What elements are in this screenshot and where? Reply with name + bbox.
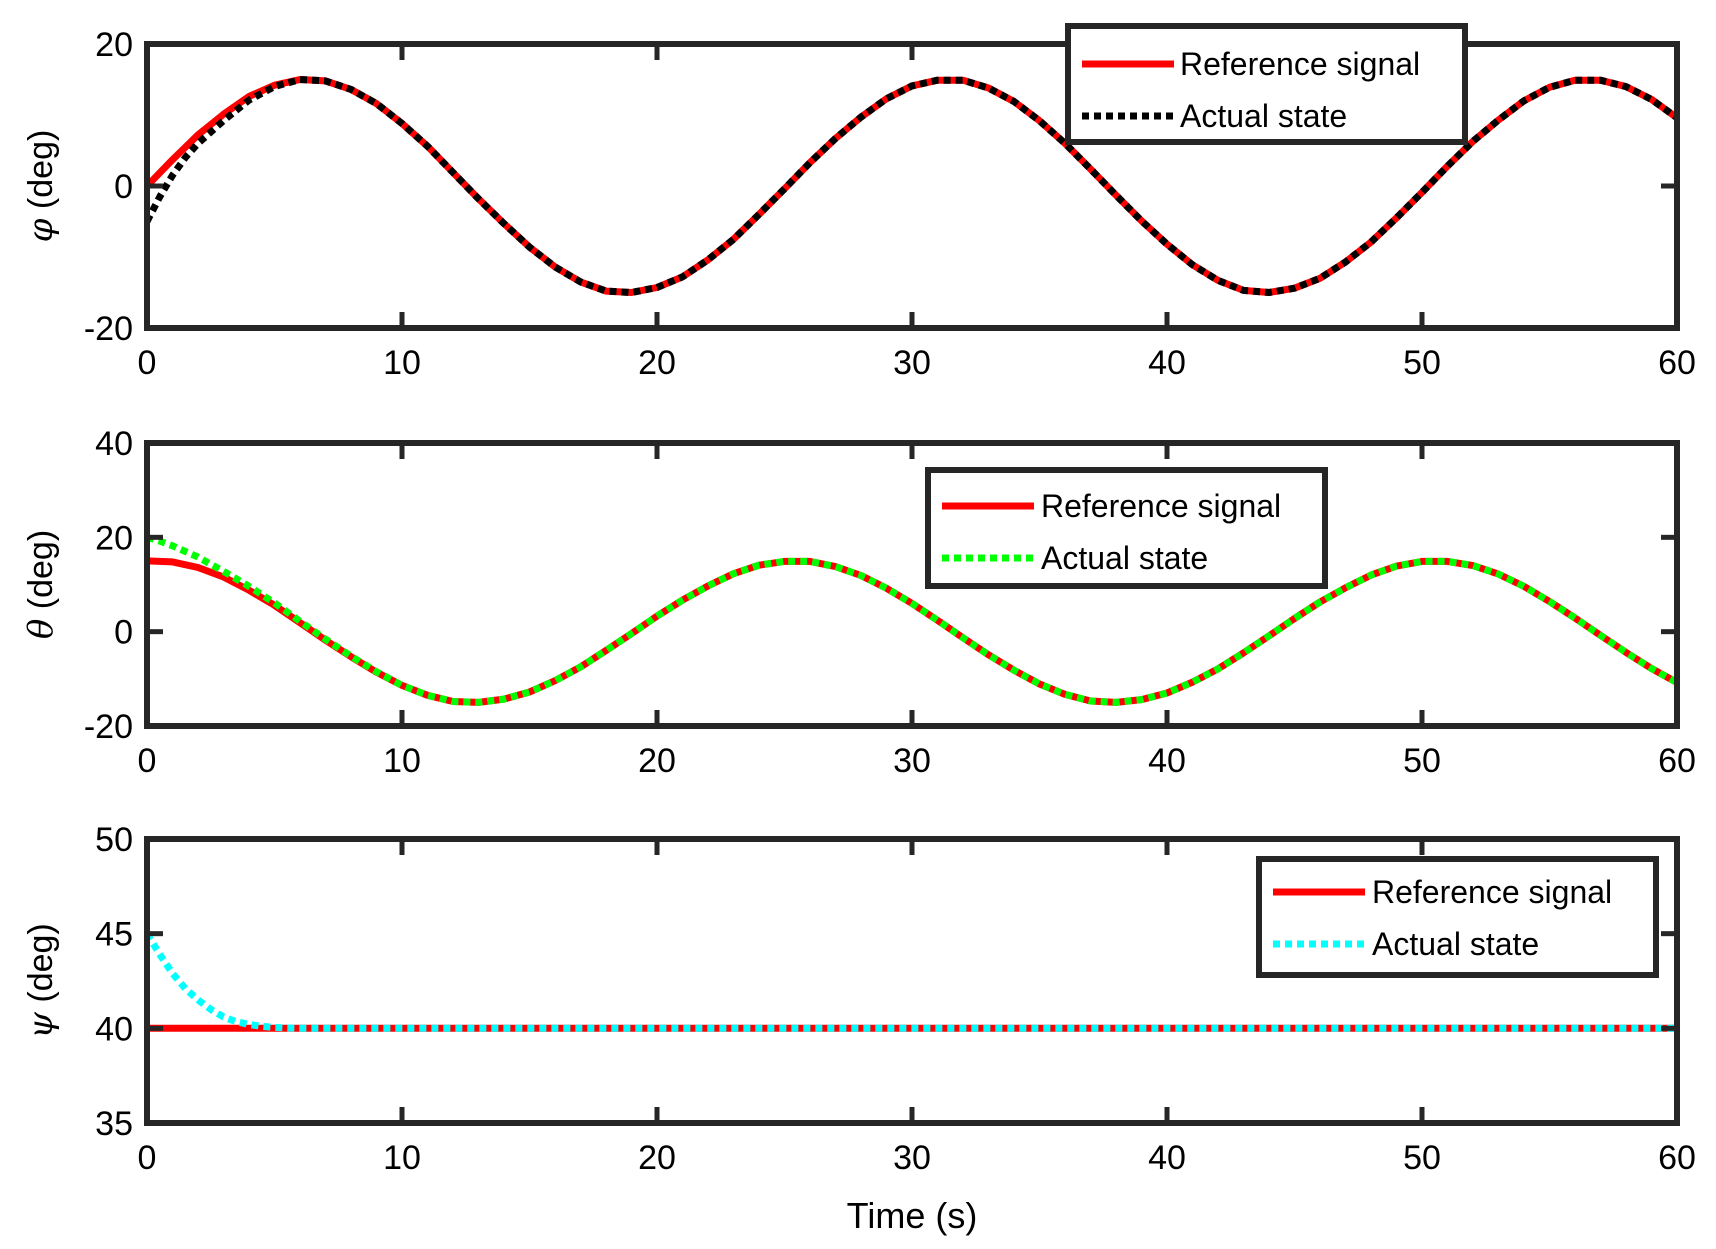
x-tick-label: 0 — [138, 742, 157, 780]
legend: Reference signal Actual state — [1065, 23, 1468, 145]
x-tick-label: 60 — [1658, 1139, 1696, 1177]
actual-state-line — [143, 76, 1680, 296]
y-tick-label: 45 — [95, 916, 133, 954]
legend-entry: Actual state — [1372, 926, 1539, 962]
y-tick-label: 40 — [95, 425, 133, 463]
y-tick-label: -20 — [84, 708, 133, 746]
legend: Reference signal Actual state — [925, 467, 1328, 589]
y-tick-label: 50 — [95, 821, 133, 859]
x-tick-label: 0 — [138, 1139, 157, 1177]
x-tick-label: 30 — [893, 742, 931, 780]
x-tick-label: 40 — [1148, 1139, 1186, 1177]
y-axis-label: θ (deg) — [21, 530, 61, 639]
x-tick-label: 10 — [383, 344, 421, 382]
y-tick-label: 40 — [95, 1010, 133, 1048]
x-tick-label: 60 — [1658, 742, 1696, 780]
legend-entry: Reference signal — [1372, 874, 1612, 910]
x-tick-label: 40 — [1148, 344, 1186, 382]
axes-frame — [144, 440, 1680, 729]
actual-state-line — [144, 931, 1677, 1032]
y-axis-label-symbol: φ — [21, 218, 61, 242]
y-tick-label: 35 — [95, 1105, 133, 1143]
legend-entry: Reference signal — [1041, 488, 1281, 524]
actual-state-line — [146, 533, 1679, 706]
x-tick-label: 0 — [138, 344, 157, 382]
x-tick-label: 30 — [893, 344, 931, 382]
y-axis-label-unit: (deg) — [22, 923, 60, 1012]
x-tick-label: 40 — [1148, 742, 1186, 780]
y-tick-label: 0 — [114, 168, 133, 206]
x-tick-label: 60 — [1658, 344, 1696, 382]
x-tick-label: 20 — [638, 742, 676, 780]
reference-signal-line — [146, 557, 1679, 706]
legend-entry: Actual state — [1180, 98, 1347, 134]
y-axis-label-unit: (deg) — [22, 530, 60, 619]
y-tick-label: -20 — [84, 310, 133, 348]
y-axis-label: φ (deg) — [21, 130, 61, 243]
y-tick-label: 0 — [114, 614, 133, 652]
y-axis-label-symbol: θ — [21, 619, 61, 639]
y-tick-label: 20 — [95, 519, 133, 557]
x-tick-label: 20 — [638, 344, 676, 382]
x-axis-label: Time (s) — [847, 1195, 978, 1236]
x-tick-label: 50 — [1403, 344, 1441, 382]
legend-entry: Reference signal — [1180, 46, 1420, 82]
legend-box — [925, 467, 1328, 589]
x-tick-label: 20 — [638, 1139, 676, 1177]
x-tick-label: 50 — [1403, 1139, 1441, 1177]
legend-entry: Actual state — [1041, 540, 1208, 576]
y-tick-label: 20 — [95, 26, 133, 64]
legend-box — [1256, 856, 1659, 978]
y-axis-label-unit: (deg) — [22, 130, 60, 219]
x-tick-label: 10 — [383, 1139, 421, 1177]
y-axis-label: ψ (deg) — [21, 923, 61, 1039]
x-tick-label: 50 — [1403, 742, 1441, 780]
legend: Reference signal Actual state — [1256, 856, 1659, 978]
y-axis-label-symbol: ψ — [21, 1012, 61, 1039]
psi-subplot: 0 10 20 30 40 50 60 35 40 45 50 ψ (deg) Time (s) Refe… — [21, 821, 1696, 1236]
x-tick-label: 30 — [893, 1139, 931, 1177]
legend-box — [1065, 23, 1468, 145]
x-tick-label: 10 — [383, 742, 421, 780]
